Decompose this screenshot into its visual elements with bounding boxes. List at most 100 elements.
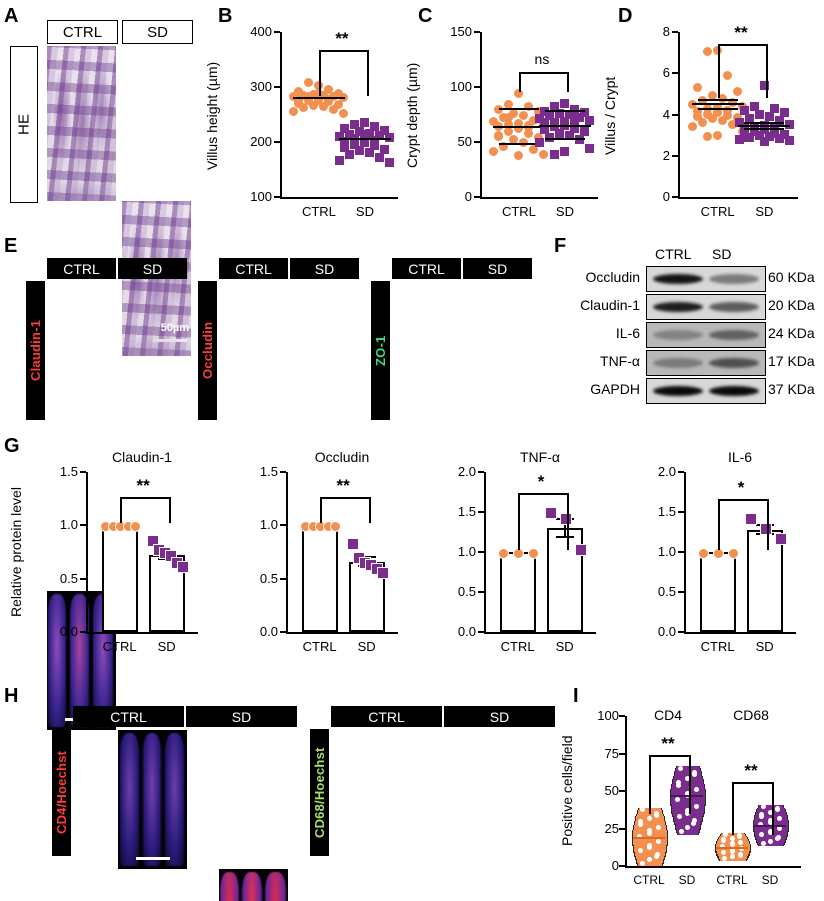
data-point-sd bbox=[759, 523, 772, 535]
data-point-ctrl bbox=[702, 110, 712, 119]
data-point-ctrl bbox=[708, 91, 718, 101]
significance-label: * bbox=[737, 477, 745, 497]
data-point-ctrl bbox=[528, 547, 540, 559]
violin-median-line bbox=[754, 824, 786, 827]
violin-dot bbox=[646, 816, 652, 822]
blot-mw-label-4: 37 KDa bbox=[768, 381, 815, 397]
blot-row-gapdh bbox=[646, 378, 766, 404]
violin-slice bbox=[754, 813, 788, 817]
violin-slice bbox=[670, 799, 706, 804]
y-tick bbox=[80, 471, 86, 473]
y-tick-label: 2 bbox=[662, 147, 670, 163]
panel-letter-F: F bbox=[554, 235, 567, 257]
panelH-cd4-header-sd: SD bbox=[186, 706, 297, 727]
data-point-ctrl bbox=[524, 102, 534, 112]
blot-row-claudin-1 bbox=[646, 294, 766, 320]
plot-title: Claudin-1 bbox=[112, 449, 172, 465]
x-axis bbox=[484, 632, 596, 634]
data-point-sd bbox=[370, 138, 380, 148]
violin-slice bbox=[719, 858, 747, 861]
data-point-sd bbox=[739, 105, 749, 115]
violin-dot bbox=[722, 831, 728, 837]
y-tick-label: 100 bbox=[450, 79, 472, 94]
data-point-sd bbox=[774, 532, 787, 545]
panelE-marker-label-zo1: ZO-1 bbox=[371, 281, 390, 420]
panelG-bar-occludin: Occludin 0.0 0.5 1.0 1.5 CTRL SD ** bbox=[230, 450, 405, 665]
data-point-sd bbox=[370, 122, 380, 132]
y-tick bbox=[678, 511, 684, 513]
data-point-ctrl bbox=[324, 95, 334, 105]
y-tick-label: 6 bbox=[662, 65, 670, 81]
y-tick-label: 50 bbox=[457, 134, 472, 149]
violin-dot bbox=[767, 819, 773, 825]
x-tick-label-ctrl: CTRL bbox=[301, 204, 336, 219]
y-tick bbox=[478, 551, 484, 553]
data-point-ctrl bbox=[692, 112, 702, 122]
data-point-ctrl bbox=[289, 92, 299, 102]
data-point-ctrl bbox=[697, 118, 707, 128]
y-tick-label: 1.5 bbox=[457, 504, 476, 519]
panelA-header-ctrl: CTRL bbox=[47, 20, 118, 44]
data-point-sd bbox=[785, 120, 795, 130]
violin-slice bbox=[670, 786, 706, 791]
violin-dot bbox=[677, 765, 683, 771]
data-point-ctrl bbox=[728, 97, 738, 107]
data-point-sd bbox=[550, 149, 560, 159]
violin-median-line bbox=[633, 836, 665, 839]
y-axis-title: Villus height (µm) bbox=[204, 61, 220, 170]
data-point-ctrl bbox=[319, 102, 329, 112]
y-axis-title: Villus / Crypt bbox=[602, 76, 618, 155]
violin-slice bbox=[755, 837, 787, 840]
y-tick-label: 0.0 bbox=[59, 624, 78, 639]
y-tick bbox=[478, 471, 484, 473]
significance-label: ** bbox=[734, 23, 748, 42]
violin-slice bbox=[673, 820, 703, 825]
violin-dot bbox=[684, 810, 690, 816]
violin-slice bbox=[754, 835, 788, 839]
y-tick-label: 300 bbox=[250, 79, 272, 94]
y-tick-label: 1.5 bbox=[59, 464, 78, 479]
violin-cd4-sd bbox=[670, 765, 706, 836]
y-axis bbox=[484, 472, 486, 633]
panelE-occludin-header-sd: SD bbox=[290, 258, 359, 279]
y-tick-label: 2.0 bbox=[657, 464, 676, 479]
y-tick-label: 0.5 bbox=[259, 570, 278, 586]
violin-dot bbox=[760, 841, 766, 846]
panel-letter-C: C bbox=[418, 5, 433, 27]
data-point-sd bbox=[585, 115, 595, 125]
violin-dot bbox=[775, 807, 781, 813]
x-tick-label: CTRL bbox=[633, 873, 665, 887]
y-tick bbox=[672, 196, 678, 198]
data-point-ctrl bbox=[524, 128, 534, 138]
violin-dot bbox=[767, 809, 773, 815]
y-tick-label: 0 bbox=[662, 189, 670, 204]
data-point-sd bbox=[780, 107, 790, 117]
data-point-ctrl bbox=[687, 122, 697, 132]
y-axis bbox=[86, 472, 88, 633]
y-tick-label: 1.0 bbox=[259, 517, 278, 533]
y-tick-label: 100 bbox=[597, 708, 619, 723]
data-point-sd bbox=[744, 132, 754, 142]
significance-bracket bbox=[717, 44, 769, 98]
panelG-bar-claudin1: Claudin-1 0.0 0.5 1.0 1.5 CTRL SD ** Relative pr… bbox=[8, 450, 205, 665]
violin-dot bbox=[737, 852, 743, 858]
mean-line-sd bbox=[338, 137, 391, 140]
data-point-sd bbox=[545, 133, 555, 143]
data-point-ctrl bbox=[504, 100, 514, 110]
y-tick-label: 400 bbox=[250, 24, 272, 39]
violin-slice bbox=[754, 834, 788, 837]
data-point-ctrl bbox=[289, 107, 299, 117]
y-tick bbox=[80, 577, 86, 580]
group-label-cd4: CD4 bbox=[653, 707, 682, 723]
violin-dot bbox=[767, 830, 773, 836]
y-axis-title: Relative protein level bbox=[8, 487, 24, 617]
data-point-sd bbox=[785, 135, 795, 145]
violin-dot bbox=[720, 850, 726, 856]
y-tick-label: 0 bbox=[464, 189, 472, 204]
x-tick-label-sd: SD bbox=[555, 204, 574, 219]
blot-band bbox=[709, 386, 759, 396]
data-point-ctrl bbox=[713, 107, 723, 117]
y-axis bbox=[480, 32, 482, 198]
blot-protein-label-0: Occludin bbox=[585, 269, 640, 285]
sd-low-ctrl bbox=[498, 143, 539, 146]
